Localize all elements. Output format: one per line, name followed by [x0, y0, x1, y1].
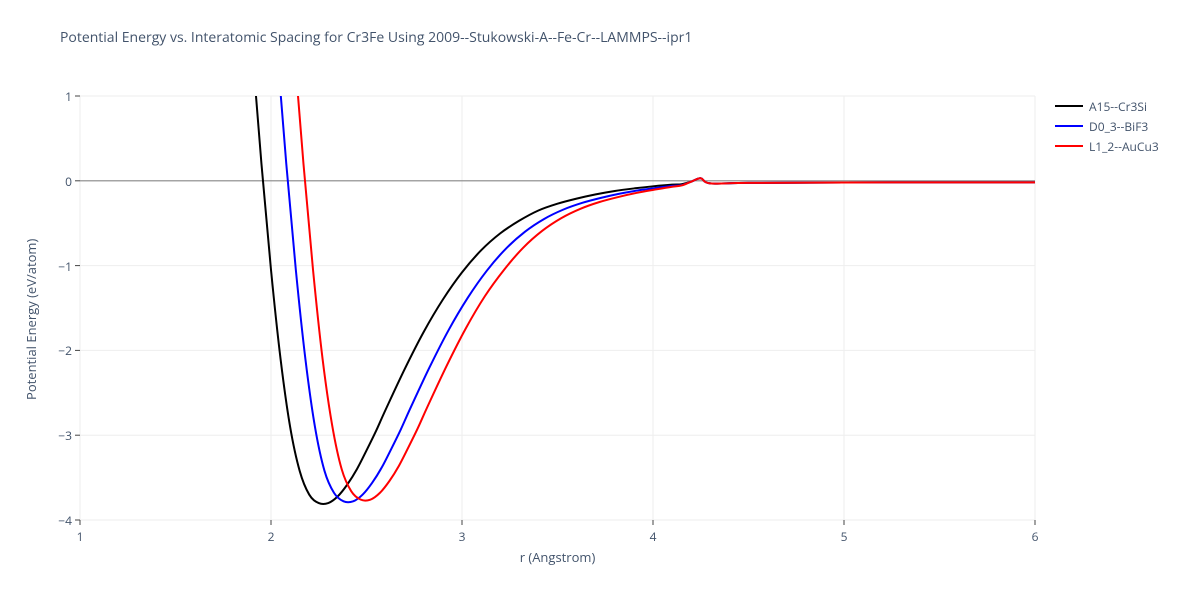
legend-swatch — [1055, 105, 1083, 107]
gridlines — [80, 96, 1035, 520]
legend-label: D0_3--BiF3 — [1089, 118, 1148, 135]
chart-container: { "title": "Potential Energy vs. Interat… — [0, 0, 1200, 600]
x-tick-label: 3 — [447, 528, 477, 545]
legend-item[interactable]: D0_3--BiF3 — [1055, 116, 1159, 136]
legend-item[interactable]: L1_2--AuCu3 — [1055, 136, 1159, 156]
legend-label: L1_2--AuCu3 — [1089, 138, 1159, 155]
x-tick-label: 2 — [256, 528, 286, 545]
legend-label: A15--Cr3Si — [1089, 98, 1147, 115]
legend-swatch — [1055, 145, 1083, 147]
tick-marks — [75, 96, 1035, 525]
x-tick-label: 4 — [638, 528, 668, 545]
y-tick-label: 1 — [65, 88, 72, 105]
y-tick-label: −4 — [58, 512, 72, 529]
series-group — [233, 0, 1035, 504]
legend[interactable]: A15--Cr3Si D0_3--BiF3 L1_2--AuCu3 — [1055, 96, 1159, 156]
y-tick-label: −2 — [58, 342, 72, 359]
plot-svg — [0, 0, 1200, 600]
series-D0_3--BiF3[interactable] — [258, 0, 1035, 502]
x-tick-label: 1 — [65, 528, 95, 545]
x-tick-label: 6 — [1020, 528, 1050, 545]
series-A15--Cr3Si[interactable] — [233, 0, 1035, 504]
y-tick-label: −1 — [58, 258, 72, 275]
y-tick-label: 0 — [65, 173, 72, 190]
legend-swatch — [1055, 125, 1083, 127]
x-tick-label: 5 — [829, 528, 859, 545]
legend-item[interactable]: A15--Cr3Si — [1055, 96, 1159, 116]
series-L1_2--AuCu3[interactable] — [275, 0, 1035, 501]
y-tick-label: −3 — [58, 427, 72, 444]
